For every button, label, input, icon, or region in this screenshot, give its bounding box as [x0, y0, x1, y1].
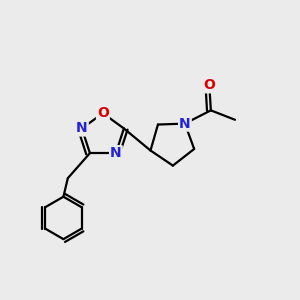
- Text: N: N: [179, 117, 191, 130]
- Text: N: N: [76, 122, 88, 136]
- Text: O: O: [203, 78, 215, 92]
- Text: O: O: [97, 106, 109, 120]
- Text: N: N: [110, 146, 122, 160]
